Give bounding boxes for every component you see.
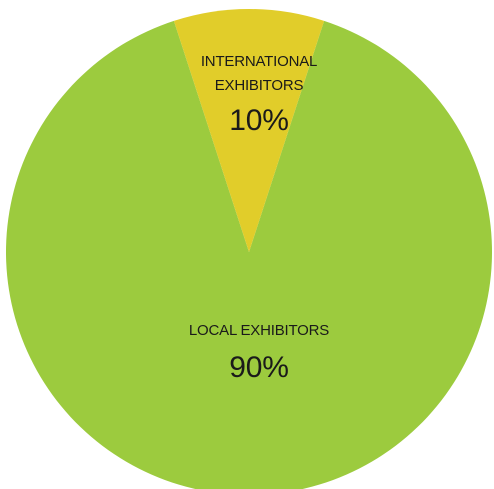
slice-percent-label: 90%	[229, 351, 288, 384]
pie-slice-local-exhibitors	[6, 20, 492, 489]
slice-label-line: LOCAL EXHIBITORS	[189, 322, 329, 339]
pie-slices	[6, 8, 492, 489]
pie-labels: LOCAL EXHIBITORS 90% INTERNATIONAL EXHIBITO…	[189, 53, 330, 384]
slice-percent-label: 10%	[229, 104, 288, 137]
slice-label-line: EXHIBITORS	[215, 77, 304, 94]
pie-slice-international-exhibitors	[173, 8, 325, 252]
slice-label-line: INTERNATIONAL	[201, 53, 317, 70]
